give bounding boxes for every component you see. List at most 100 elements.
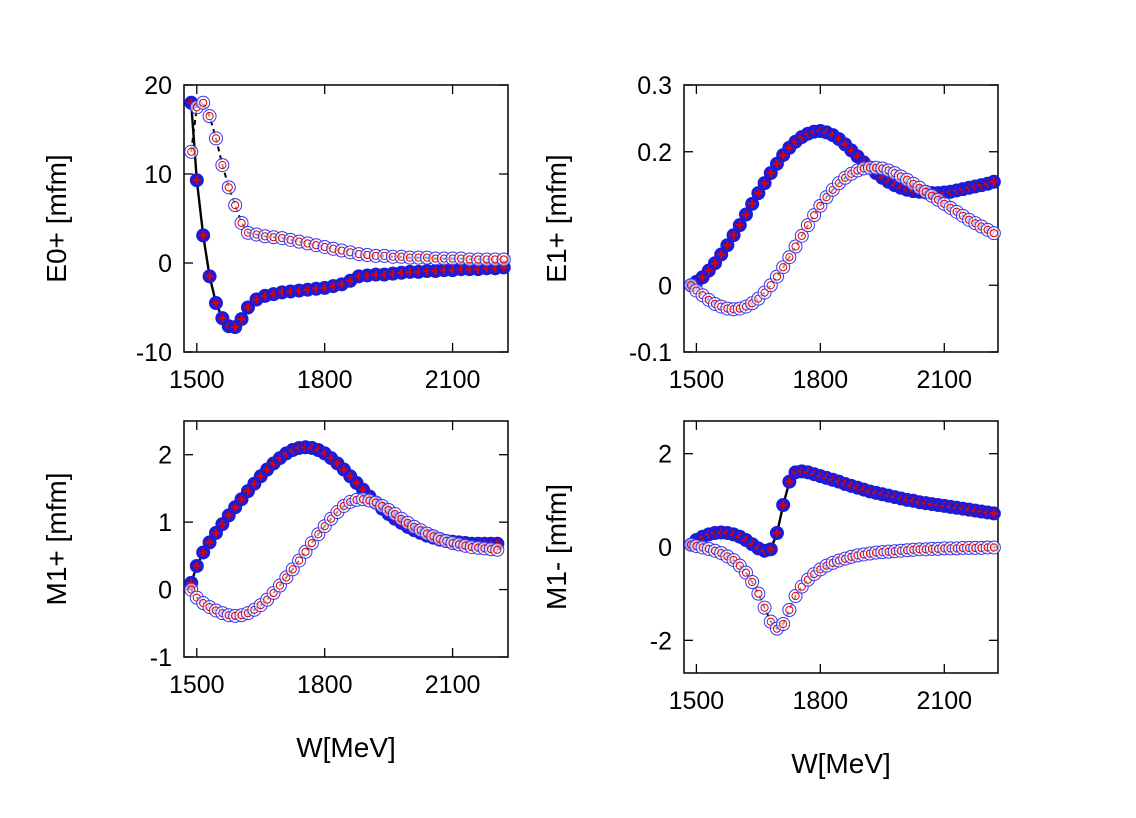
data-point-inner [263,595,272,604]
x-tick-label: 1500 [169,366,225,394]
data-point-cross [256,472,265,481]
data-point-cross [989,509,998,518]
data-point-open [776,260,791,275]
y-tick-label: 0 [658,534,672,562]
y-tick-label: -1 [150,644,172,672]
y-tick-label: 0.3 [637,72,672,100]
data-point-open [196,95,211,110]
series-imaginary [684,537,1001,636]
data-point-cross [218,520,227,529]
data-point-open [228,198,243,213]
data-point-open [745,575,760,589]
data-point-open [751,586,766,601]
data-point-inner [218,161,227,170]
data-point-open [986,540,1001,555]
x-tick-label: 1800 [297,366,353,394]
x-tick-label: 1800 [793,687,849,715]
y-tick-label: 0 [158,250,172,278]
data-point-inner [748,577,757,587]
plot-frame [683,84,999,353]
data-point-cross [263,465,272,474]
data-point-inner [797,231,806,240]
data-point-inner [766,281,775,290]
data-point-cross [192,176,201,185]
panel-m1plus: 1500 1800 2100 -1 0 1 2 M1+ [mfm] W[MeV] [41,420,509,763]
data-point-inner [295,556,304,565]
data-point-cross [704,266,713,275]
x-tick-label: 1500 [669,366,725,394]
data-point-open [221,180,236,195]
data-point-open [202,109,217,124]
data-point-inner [989,229,998,238]
plot-frame [183,420,509,658]
y-tick-label: 20 [144,72,172,100]
series-imaginary [184,492,505,623]
data-point-cross [772,159,781,168]
data-point-inner [791,591,800,601]
data-point-cross [339,465,348,474]
data-point-inner [187,147,196,156]
series-real [684,464,1001,558]
y-tick-label: -2 [650,627,672,655]
data-point-cross [231,323,240,332]
data-point-cross [710,259,719,268]
data-point-inner [816,201,825,210]
data-point-cross [760,179,769,188]
panel-e0plus: 1500 1800 2100 -10 0 10 20 E0+ [mfm] [41,72,511,394]
data-point-cross [211,528,220,537]
data-point-cross [205,272,214,281]
y-tick-label: 2 [658,441,672,469]
data-point-inner [288,565,297,574]
data-point-inner [735,561,744,570]
data-point-cross [218,314,227,323]
y-tick-label: 10 [144,161,172,189]
data-point-inner [320,522,329,531]
x-tick-label: 2100 [916,366,972,394]
data-point-inner [797,582,806,591]
data-point-inner [989,543,998,552]
x-tick-label: 1800 [793,366,849,394]
data-point-inner [785,605,794,615]
data-point-inner [779,263,788,272]
data-point-open [776,617,791,631]
data-point-inner [766,617,775,626]
data-point-inner [301,547,310,556]
y-tick-label: 2 [158,442,172,470]
data-point-cross [766,169,775,178]
data-point-inner [810,211,819,220]
data-point-open [184,144,199,159]
y-axis-label: M1+ [mfm] [41,472,72,605]
data-point-cross [766,545,775,554]
x-tick-label: 1500 [669,687,725,715]
data-point-cross [199,548,208,557]
data-point-cross [237,315,246,324]
data-point-open [215,158,230,173]
y-tick-label: -0.1 [629,339,672,367]
data-point-cross [741,210,750,219]
data-point-cross [199,231,208,240]
data-point-inner [237,218,246,228]
data-point-cross [723,241,732,250]
data-point-open [986,226,1001,241]
data-point-open [757,600,772,615]
data-point-cross [205,538,214,547]
data-point-open [800,218,815,233]
data-point-cross [237,495,246,504]
data-point-inner [269,588,278,598]
data-point-cross [748,199,757,208]
data-point-open [234,215,249,230]
x-tick-label: 2100 [916,687,972,715]
data-point-open [788,239,803,254]
data-point-open [496,252,511,267]
data-point-cross [192,561,201,570]
data-point-inner [779,619,788,629]
data-point-cross [698,273,707,282]
data-point-cross [779,501,788,509]
data-point-inner [199,98,208,107]
data-point-inner [791,242,800,251]
data-point-open [782,603,797,617]
data-point-inner [822,193,831,202]
data-point-cross [352,479,361,488]
y-tick-label: 1 [158,509,172,537]
data-point-cross [754,189,763,198]
